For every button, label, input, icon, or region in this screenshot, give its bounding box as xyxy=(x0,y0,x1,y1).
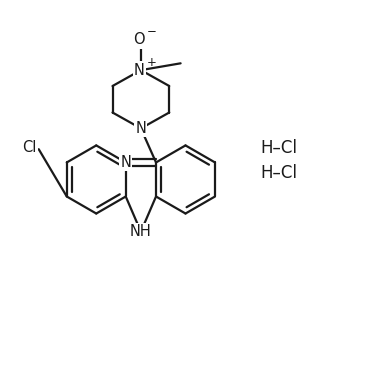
Text: NH: NH xyxy=(130,224,152,239)
Text: O: O xyxy=(134,32,145,47)
Text: H–Cl: H–Cl xyxy=(261,139,297,157)
Text: N: N xyxy=(135,121,146,136)
Text: −: − xyxy=(146,25,157,38)
Text: methyl: methyl xyxy=(185,54,236,69)
Text: +: + xyxy=(146,56,157,69)
Text: N: N xyxy=(120,155,131,170)
Text: Cl: Cl xyxy=(23,140,37,155)
Text: H–Cl: H–Cl xyxy=(261,164,297,182)
Text: N: N xyxy=(134,63,145,78)
